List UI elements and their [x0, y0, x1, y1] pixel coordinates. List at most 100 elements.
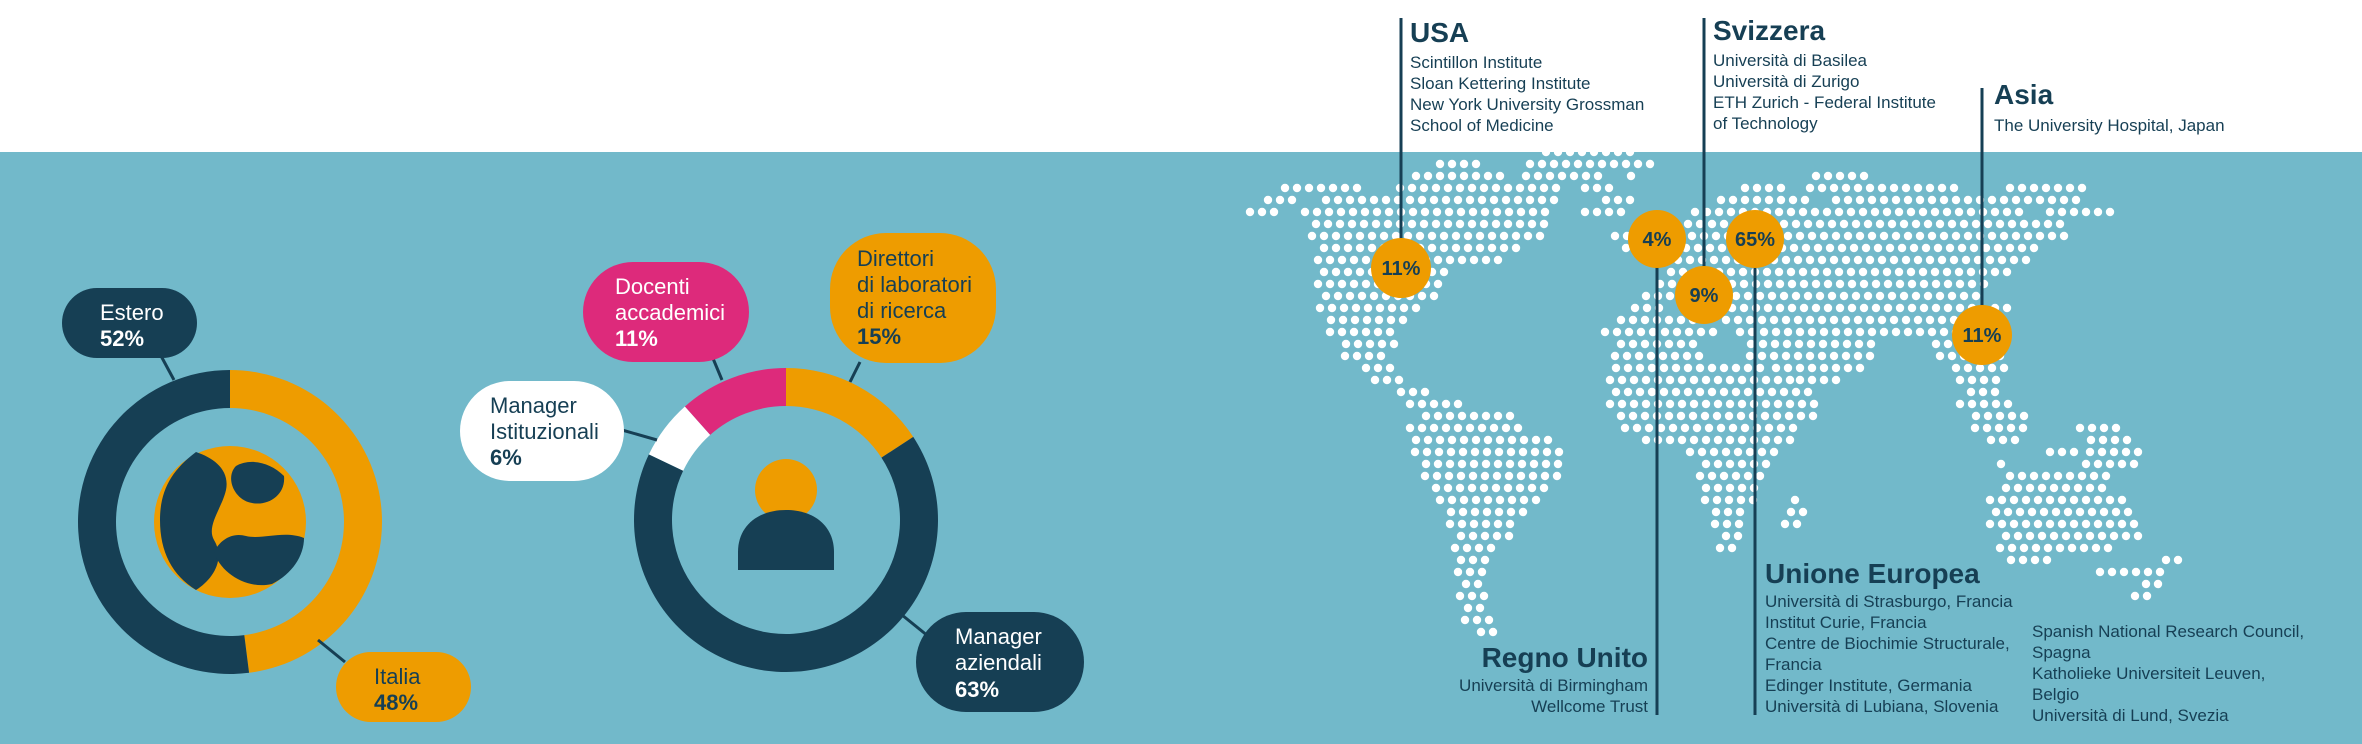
map-dot [1738, 267, 1748, 277]
map-dot [1781, 351, 1791, 361]
map-dot [1736, 411, 1746, 421]
map-dot [1349, 279, 1359, 289]
map-dot [1829, 351, 1839, 361]
map-dot [1635, 387, 1645, 397]
map-dot [1931, 303, 1941, 313]
map-dot [1919, 279, 1929, 289]
map-dot [1755, 471, 1765, 481]
map-dot [1539, 219, 1549, 229]
map-dot [1445, 411, 1455, 421]
map-dot [1531, 435, 1541, 445]
map-dot [1349, 255, 1359, 265]
map-dot [2011, 195, 2021, 205]
map-dot [1336, 207, 1346, 217]
map-dot [2003, 507, 2013, 517]
map-dot [1734, 519, 1744, 529]
map-dot [2067, 543, 2077, 553]
map-dot [1552, 471, 1562, 481]
map-dot [1921, 243, 1931, 253]
map-dot [1819, 375, 1829, 385]
map-dot [1361, 327, 1371, 337]
map-dot [1716, 195, 1726, 205]
docenti-line1: Docenti [615, 274, 690, 299]
map-dot [1985, 495, 1995, 505]
map-dot [1918, 207, 1928, 217]
map-dot [1471, 159, 1481, 169]
map-dot [1427, 243, 1437, 253]
ue-item: Università di Strasburgo, Francia [1765, 592, 2013, 611]
map-dot [1970, 423, 1980, 433]
map-dot [1819, 363, 1829, 373]
map-dot [1707, 471, 1717, 481]
map-dot [1628, 411, 1638, 421]
map-dot [1527, 483, 1537, 493]
map-dot [1453, 195, 1463, 205]
map-dot [1737, 375, 1747, 385]
map-dot [1419, 183, 1429, 193]
map-dot [1973, 255, 1983, 265]
map-dot [1435, 171, 1445, 181]
map-dot [1439, 243, 1449, 253]
map-dot [2018, 423, 2028, 433]
map-dot [1351, 303, 1361, 313]
map-dot [1947, 219, 1957, 229]
map-dot [1447, 495, 1457, 505]
usa-item: New York University Grossman [1410, 95, 1644, 114]
map-dot [2085, 447, 2095, 457]
map-dot [1855, 231, 1865, 241]
map-dot [1355, 243, 1365, 253]
map-dot [1421, 411, 1431, 421]
map-dot [1901, 183, 1911, 193]
map-dot [1499, 231, 1509, 241]
map-dot [2010, 435, 2020, 445]
istituzionali-line2: Istituzionali [490, 419, 599, 444]
map-dot [1949, 183, 1959, 193]
map-dot [1693, 243, 1703, 253]
map-dot [1961, 255, 1971, 265]
map-dot [1554, 447, 1564, 457]
map-dot [1831, 195, 1841, 205]
map-dot [1995, 219, 2005, 229]
map-dot [2141, 579, 2151, 589]
map-dot [1743, 471, 1753, 481]
map-dot [1783, 231, 1793, 241]
map-dot [1995, 411, 2005, 421]
map-dot [1835, 303, 1845, 313]
donut-origin-slices [78, 369, 383, 674]
map-dot [1565, 147, 1575, 157]
map-dot [1468, 555, 1478, 565]
map-dot [1617, 399, 1627, 409]
map-dot [1549, 195, 1559, 205]
map-dot [2079, 543, 2089, 553]
map-dot [1456, 207, 1466, 217]
map-dot [1641, 435, 1651, 445]
map-dot [1505, 519, 1515, 529]
map-dot [1513, 195, 1523, 205]
map-dot [1465, 567, 1475, 577]
map-dot [2133, 447, 2143, 457]
map-dot [2029, 243, 2039, 253]
map-dot [1429, 195, 1439, 205]
map-dot [1795, 327, 1805, 337]
map-dot [1865, 315, 1875, 325]
map-dot [1897, 243, 1907, 253]
map-dot [1491, 219, 1501, 229]
map-dot [1809, 399, 1819, 409]
donut-slice-manager-aziendali [634, 436, 938, 672]
aziendali-line1: Manager [955, 624, 1042, 649]
map-dot [1539, 483, 1549, 493]
map-dot [1915, 231, 1925, 241]
estero-label: Estero [100, 300, 164, 325]
map-dot [2011, 231, 2021, 241]
map-dot [1879, 231, 1889, 241]
map-dot [1460, 615, 1470, 625]
map-dot [1843, 327, 1853, 337]
map-dot [1463, 603, 1473, 613]
map-dot [1646, 351, 1656, 361]
map-dot [1417, 423, 1427, 433]
usa-pct: 11% [1382, 258, 1421, 280]
map-dot [1995, 543, 2005, 553]
connector-docenti [710, 355, 724, 381]
map-dot [1480, 531, 1490, 541]
map-dot [1671, 363, 1681, 373]
